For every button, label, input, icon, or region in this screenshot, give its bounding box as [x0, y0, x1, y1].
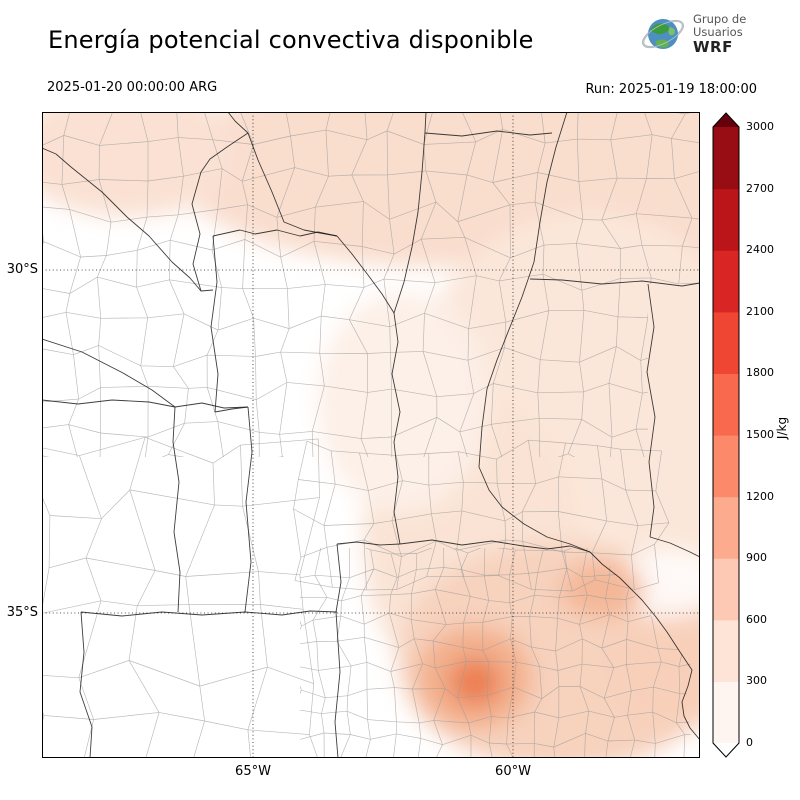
lon-label-65w: 65°W [235, 764, 271, 779]
county-mesh-b [293, 439, 670, 592]
colorbar-unit-label: J/kg [775, 416, 789, 440]
colorbar-tick-label: 2700 [746, 181, 774, 195]
colorbar-tick-label: 0 [746, 736, 753, 749]
colorbar-under-arrow [713, 743, 739, 757]
colorbar-tick-label: 1200 [746, 489, 774, 503]
colorbar-tick-label: 900 [746, 551, 767, 565]
lon-label-60w: 60°W [495, 764, 531, 779]
logo-line-3: WRF [693, 37, 733, 56]
colorbar-tick-label: 300 [746, 674, 767, 688]
map-canvas [42, 112, 700, 758]
province-borders [42, 112, 700, 758]
logo-line-2: Usuarios [693, 24, 743, 39]
county-mesh-a [42, 112, 700, 457]
wrf-logo: Grupo de Usuarios WRF [640, 10, 746, 58]
valid-time: 2025-01-20 00:00:00 ARG [47, 80, 218, 95]
lat-label-35s: 35°S [6, 605, 38, 620]
colorbar-outline [712, 112, 740, 758]
colorbar [712, 112, 740, 758]
lat-label-30s: 30°S [6, 262, 38, 277]
cape-shading [42, 112, 700, 758]
colorbar-tick-label: 1800 [746, 366, 774, 380]
county-mesh-d [300, 548, 694, 758]
colorbar-tick-label: 2100 [746, 304, 774, 318]
map-frame [42, 112, 700, 758]
colorbar-tick-label: 3000 [746, 120, 774, 133]
colorbar-tick-label: 600 [746, 612, 767, 626]
wrf-logo-text: Grupo de Usuarios WRF [693, 11, 747, 56]
county-mesh-c [42, 436, 320, 758]
colorbar-tick-label: 2400 [746, 243, 774, 257]
colorbar-tick-label: 1500 [746, 428, 774, 441]
logo-line-1: Grupo de [693, 11, 747, 26]
run-time: Run: 2025-01-19 18:00:00 [585, 82, 757, 97]
colorbar-segments [713, 127, 739, 744]
colorbar-over-arrow [713, 113, 739, 127]
wrf-globe-icon [642, 19, 684, 49]
page-title: Energía potencial convectiva disponible [48, 26, 534, 54]
